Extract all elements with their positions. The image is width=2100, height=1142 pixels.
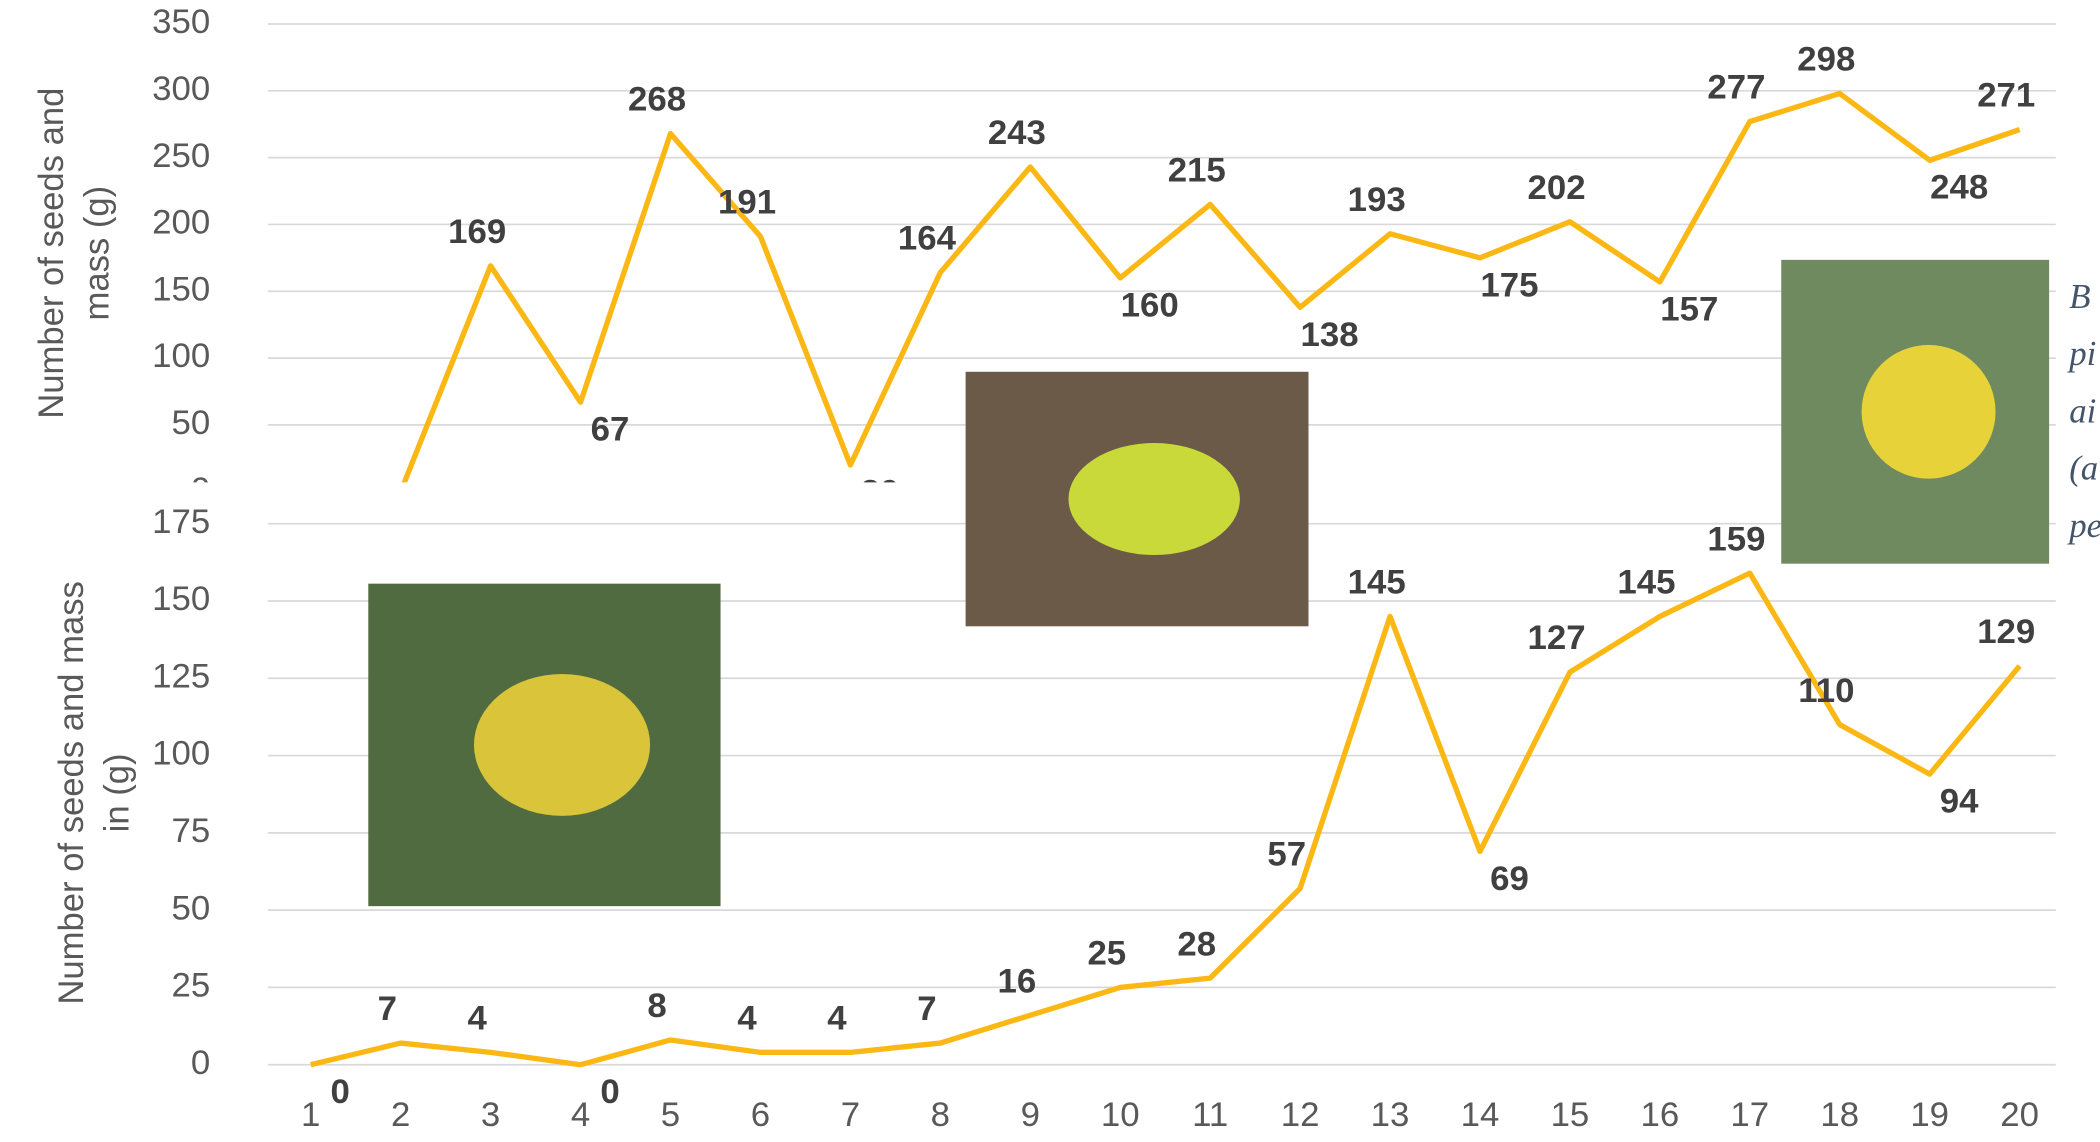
bee-photo-detail <box>473 673 651 816</box>
data-line <box>398 90 2021 493</box>
data-label: 0 <box>330 1073 349 1111</box>
data-label: 28 <box>1177 925 1216 963</box>
data-label: 271 <box>1977 77 2035 115</box>
x-tick-label: 6 <box>751 1096 770 1134</box>
data-label: 243 <box>988 114 1046 152</box>
x-tick-label: 1 <box>301 1096 320 1134</box>
data-label: 129 <box>1977 613 2035 651</box>
data-label: 8 <box>647 987 666 1025</box>
caption-fragment: B <box>2069 277 2090 316</box>
y-axis-title: Number of seeds and mass <box>53 581 91 1004</box>
data-label: 169 <box>448 213 506 251</box>
data-label: 248 <box>1930 169 1988 207</box>
x-tick-label: 12 <box>1281 1096 1320 1134</box>
data-label: 202 <box>1527 169 1585 207</box>
y-tick-label: 25 <box>172 967 211 1005</box>
x-tick-label: 15 <box>1551 1096 1590 1134</box>
data-label: 138 <box>1301 316 1359 354</box>
x-tick-label: 14 <box>1461 1096 1500 1134</box>
y-tick-label: 50 <box>172 889 211 927</box>
data-label: 193 <box>1348 181 1406 219</box>
caption-fragment: ai <box>2069 391 2096 430</box>
data-label: 127 <box>1527 619 1585 657</box>
data-label: 7 <box>378 990 397 1028</box>
data-label: 4 <box>468 1000 488 1038</box>
data-label: 159 <box>1707 520 1765 558</box>
y-tick-label: 100 <box>152 337 210 375</box>
data-label: 164 <box>898 220 957 258</box>
data-label: 7 <box>917 990 936 1028</box>
data-label: 16 <box>998 962 1037 1000</box>
y-tick-label: 150 <box>152 270 210 308</box>
y-tick-label: 300 <box>152 70 210 108</box>
data-label: 298 <box>1797 41 1855 79</box>
data-label: 157 <box>1660 290 1718 328</box>
data-label: 67 <box>591 411 630 449</box>
data-line <box>310 570 2022 1068</box>
x-tick-label: 8 <box>931 1096 950 1134</box>
x-tick-label: 20 <box>2000 1096 2039 1134</box>
y-axis-title: Number of seeds and <box>33 88 71 419</box>
x-tick-label: 13 <box>1371 1096 1410 1134</box>
data-label: 110 <box>1798 672 1854 710</box>
caption-fragment: pe <box>2066 506 2100 545</box>
y-tick-label: 150 <box>152 580 210 618</box>
data-label: 94 <box>1940 783 1979 821</box>
data-label: 0 <box>600 1073 619 1111</box>
x-tick-label: 18 <box>1820 1096 1859 1134</box>
flower-photo-detail <box>1861 344 1996 479</box>
data-label: 145 <box>1617 564 1675 602</box>
y-tick-label: 0 <box>191 1044 210 1082</box>
y-tick-label: 125 <box>152 657 210 695</box>
x-tick-label: 5 <box>661 1096 680 1134</box>
x-tick-label: 7 <box>841 1096 860 1134</box>
y-tick-label: 250 <box>152 137 210 175</box>
y-axis-title: mass (g) <box>78 186 116 321</box>
y-axis-title: in (g) <box>98 753 136 832</box>
x-tick-label: 17 <box>1730 1096 1769 1134</box>
data-label: 145 <box>1348 564 1406 602</box>
y-tick-label: 100 <box>152 735 210 773</box>
y-tick-label: 75 <box>172 812 211 850</box>
data-label: 57 <box>1267 836 1306 874</box>
data-label: 215 <box>1168 152 1226 190</box>
x-tick-label: 19 <box>1910 1096 1949 1134</box>
x-tick-label: 2 <box>391 1096 410 1134</box>
y-tick-label: 350 <box>152 3 210 41</box>
y-tick-label: 50 <box>172 404 211 442</box>
data-label: 191 <box>718 184 776 222</box>
data-label: 4 <box>737 1000 757 1038</box>
data-label: 277 <box>1707 69 1765 107</box>
data-label: 25 <box>1087 935 1126 973</box>
data-label: 268 <box>628 81 686 119</box>
y-tick-label: 175 <box>152 503 210 541</box>
caption-fragment: pi <box>2066 334 2096 373</box>
data-label: 160 <box>1121 286 1179 324</box>
caption-fragment: (a <box>2069 449 2098 488</box>
x-tick-label: 9 <box>1021 1096 1040 1134</box>
box-photo-detail <box>1068 443 1240 556</box>
data-label: 4 <box>827 1000 847 1038</box>
x-tick-label: 4 <box>571 1096 590 1134</box>
data-label: 175 <box>1480 266 1538 304</box>
x-tick-label: 3 <box>481 1096 500 1134</box>
data-label: 69 <box>1490 860 1529 898</box>
x-tick-label: 10 <box>1101 1096 1140 1134</box>
y-tick-label: 200 <box>152 204 210 242</box>
x-tick-label: 11 <box>1192 1096 1228 1134</box>
x-tick-label: 16 <box>1641 1096 1680 1134</box>
